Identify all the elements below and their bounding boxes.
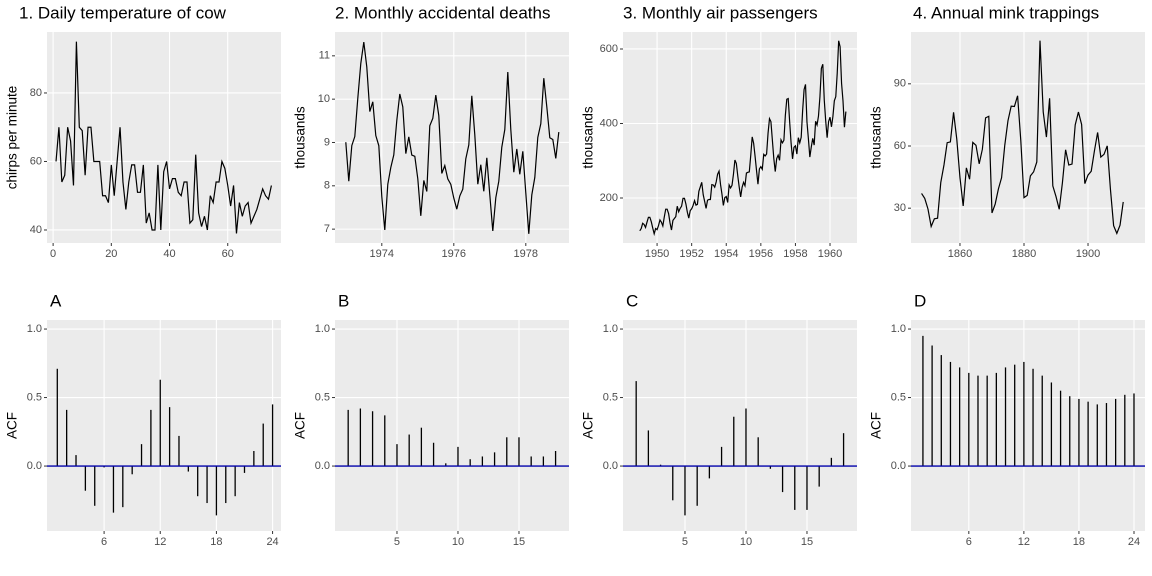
y-tick-label: 30	[894, 202, 906, 214]
y-tick-label: 80	[30, 87, 42, 99]
y-tick-label: 0.0	[603, 460, 618, 472]
x-tick-label: 1974	[370, 248, 394, 260]
series-line	[345, 42, 560, 234]
panel-title: 1. Daily temperature of cow	[19, 3, 227, 22]
x-tick-label: 12	[154, 536, 166, 548]
y-tick-label: 1.0	[27, 323, 42, 335]
x-tick-label: 1956	[749, 248, 773, 260]
x-tick-label: 1954	[714, 248, 738, 260]
x-tick-label: 60	[222, 248, 234, 260]
x-tick-label: 1976	[442, 248, 466, 260]
panel-background	[623, 32, 857, 243]
panel-background	[47, 320, 281, 531]
y-tick-label: 200	[600, 192, 618, 204]
x-tick-label: 10	[740, 536, 752, 548]
y-tick-label: 0.0	[891, 460, 906, 472]
panel-title: 2. Monthly accidental deaths	[335, 3, 550, 22]
y-tick-label: 11	[319, 50, 330, 62]
x-tick-label: 1950	[645, 248, 669, 260]
x-tick-label: 1978	[514, 248, 538, 260]
y-tick-label: 7	[324, 223, 330, 235]
series-line	[921, 40, 1124, 235]
panel-background	[623, 320, 857, 531]
series-line	[55, 41, 272, 234]
x-tick-label: 6	[101, 536, 107, 548]
panel-background	[911, 320, 1145, 531]
panel-background	[335, 32, 569, 243]
x-tick-label: 24	[1128, 536, 1140, 548]
x-tick-label: 1880	[1012, 248, 1036, 260]
y-tick-label: 0.5	[315, 391, 330, 403]
x-tick-label: 1958	[783, 248, 807, 260]
x-tick-label: 6	[966, 536, 972, 548]
x-tick-label: 20	[105, 248, 117, 260]
x-tick-label: 5	[682, 536, 688, 548]
panel-title: C	[626, 291, 638, 310]
y-tick-label: 1.0	[891, 323, 906, 335]
y-tick-label: 0.5	[891, 391, 906, 403]
panel-background	[47, 32, 281, 243]
y-axis-label: ACF	[5, 412, 20, 439]
y-axis-label: thousands	[293, 106, 308, 169]
panel-title: B	[338, 291, 349, 310]
x-tick-label: 18	[210, 536, 222, 548]
x-tick-label: 1900	[1076, 248, 1100, 260]
panel-title: A	[50, 291, 62, 310]
panel-title: D	[914, 291, 926, 310]
series-line	[639, 40, 847, 237]
panel-title: 3. Monthly air passengers	[623, 3, 818, 22]
y-tick-label: 40	[30, 224, 42, 236]
y-axis-label: ACF	[293, 412, 308, 439]
y-axis-label: thousands	[581, 106, 596, 169]
y-tick-label: 9	[324, 136, 330, 148]
y-tick-label: 1.0	[315, 323, 330, 335]
x-tick-label: 24	[266, 536, 278, 548]
y-tick-label: 400	[600, 117, 618, 129]
y-axis-label: ACF	[869, 412, 884, 439]
y-tick-label: 90	[894, 78, 906, 90]
panel-background	[335, 320, 569, 531]
y-tick-label: 0.5	[603, 391, 618, 403]
panel-title: 4. Annual mink trappings	[913, 3, 1099, 22]
x-tick-label: 1960	[818, 248, 842, 260]
y-axis-label: ACF	[581, 412, 596, 439]
y-axis-label: thousands	[869, 106, 884, 169]
x-tick-label: 12	[1018, 536, 1030, 548]
y-tick-label: 1.0	[603, 323, 618, 335]
x-tick-label: 10	[452, 536, 464, 548]
x-tick-label: 1860	[948, 248, 972, 260]
y-tick-label: 0.0	[27, 460, 42, 472]
y-tick-label: 10	[318, 93, 330, 105]
y-tick-label: 0.0	[315, 460, 330, 472]
panel-background	[911, 32, 1145, 243]
x-tick-label: 0	[50, 248, 56, 260]
y-tick-label: 60	[894, 140, 906, 152]
y-tick-label: 60	[30, 155, 42, 167]
x-tick-label: 15	[513, 536, 525, 548]
y-tick-label: 600	[600, 43, 618, 55]
x-tick-label: 18	[1073, 536, 1085, 548]
y-axis-label: chirps per minute	[5, 86, 20, 190]
x-tick-label: 40	[163, 248, 175, 260]
y-tick-label: 0.5	[27, 391, 42, 403]
x-tick-label: 15	[801, 536, 813, 548]
x-tick-label: 1952	[679, 248, 703, 260]
y-tick-label: 8	[324, 180, 330, 192]
x-tick-label: 5	[394, 536, 400, 548]
